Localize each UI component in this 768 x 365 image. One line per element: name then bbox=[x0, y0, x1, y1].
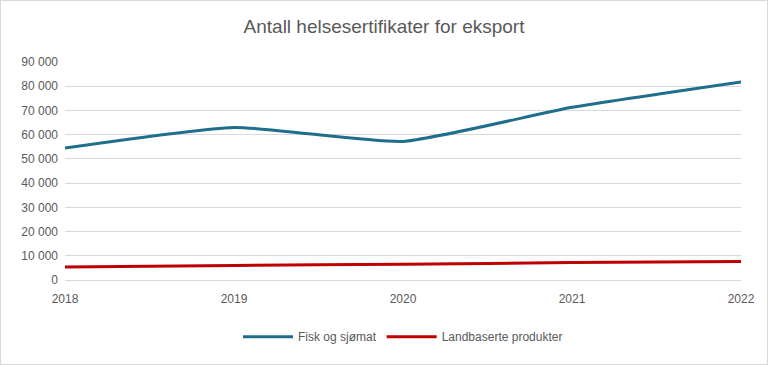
svg-text:2019: 2019 bbox=[221, 292, 248, 306]
svg-text:10 000: 10 000 bbox=[21, 249, 58, 263]
svg-text:90 000: 90 000 bbox=[21, 55, 58, 69]
svg-text:70 000: 70 000 bbox=[21, 104, 58, 118]
svg-text:2022: 2022 bbox=[728, 292, 755, 306]
svg-text:60 000: 60 000 bbox=[21, 128, 58, 142]
svg-text:2018: 2018 bbox=[52, 292, 79, 306]
svg-text:Fisk og sjømat: Fisk og sjømat bbox=[298, 330, 377, 344]
svg-text:40 000: 40 000 bbox=[21, 176, 58, 190]
svg-text:Antall helsesertifikater for e: Antall helsesertifikater for eksport bbox=[244, 16, 526, 37]
svg-text:30 000: 30 000 bbox=[21, 201, 58, 215]
svg-text:80 000: 80 000 bbox=[21, 79, 58, 93]
svg-text:20 000: 20 000 bbox=[21, 225, 58, 239]
svg-text:Landbaserte produkter: Landbaserte produkter bbox=[442, 330, 563, 344]
svg-text:2021: 2021 bbox=[559, 292, 586, 306]
svg-text:0: 0 bbox=[51, 273, 58, 287]
svg-text:50 000: 50 000 bbox=[21, 152, 58, 166]
svg-text:2020: 2020 bbox=[390, 292, 417, 306]
